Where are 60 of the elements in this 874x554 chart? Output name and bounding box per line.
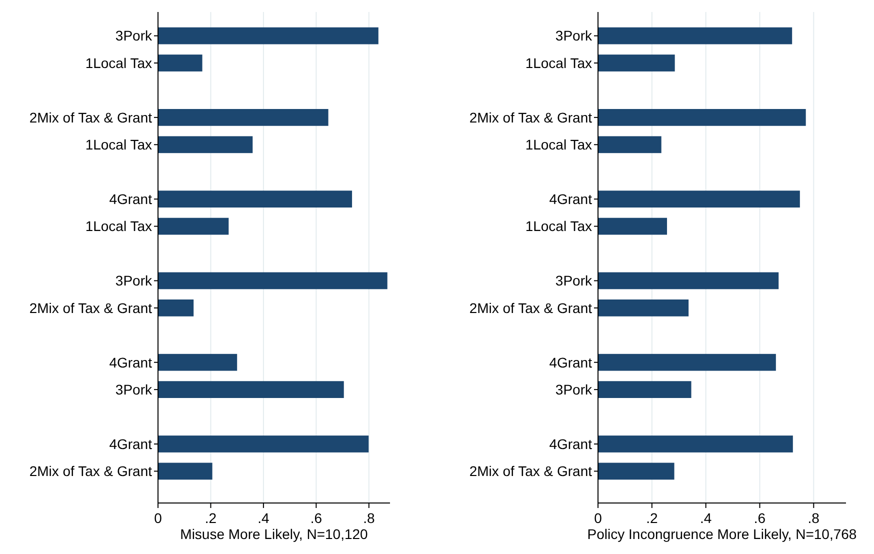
bar [598, 381, 692, 398]
bar [158, 54, 202, 72]
y-tick-label: 4Grant [549, 436, 592, 452]
y-tick-label: 1Local Tax [525, 54, 592, 71]
bar [158, 272, 388, 290]
bar [598, 218, 668, 235]
x-tick-label: .4 [258, 510, 270, 526]
bar [598, 272, 779, 290]
bar [158, 299, 194, 316]
bar [598, 436, 793, 452]
x-tick-label: .4 [700, 510, 712, 526]
y-tick-label: 4Grant [549, 190, 592, 207]
y-tick-label: 3Pork [115, 272, 153, 289]
y-tick-label: 1Local Tax [85, 218, 152, 234]
y-tick-label: 1Local Tax [525, 218, 592, 234]
x-tick-label: .2 [204, 510, 217, 526]
x-tick-label: 0 [154, 510, 162, 526]
x-tick-label: 0 [594, 510, 602, 526]
y-tick-label: 2Mix of Tax & Grant [469, 109, 592, 126]
y-tick-label: 4Grant [109, 436, 152, 452]
bar [158, 136, 253, 154]
y-tick-label: 1Local Tax [525, 136, 592, 153]
x-axis-title: Misuse More Likely, N=10,120 [180, 526, 368, 542]
bar [158, 436, 369, 452]
bar [158, 354, 238, 371]
bar [158, 27, 378, 44]
bar [158, 381, 344, 398]
y-tick-label: 2Mix of Tax & Grant [29, 300, 152, 316]
bar [598, 109, 806, 126]
x-tick-label: .8 [363, 510, 375, 526]
bar [598, 462, 674, 480]
x-axis-title: Policy Incongruence More Likely, N=10,768 [587, 526, 857, 542]
bar [598, 299, 689, 316]
y-tick-label: 4Grant [549, 354, 592, 370]
bar [158, 109, 328, 126]
y-tick-label: 3Pork [115, 28, 153, 44]
x-tick-label: .6 [754, 510, 766, 526]
y-tick-label: 2Mix of Tax & Grant [29, 109, 152, 126]
bar [158, 218, 229, 235]
x-tick-label: .6 [310, 510, 322, 526]
y-tick-label: 2Mix of Tax & Grant [469, 300, 592, 316]
y-tick-label: 4Grant [109, 190, 152, 207]
y-tick-label: 3Pork [555, 381, 593, 398]
bar [598, 27, 792, 44]
bar [158, 190, 352, 208]
bar [598, 354, 776, 371]
y-tick-label: 3Pork [555, 272, 593, 289]
y-tick-label: 2Mix of Tax & Grant [469, 463, 592, 480]
bar [598, 54, 675, 72]
y-tick-label: 1Local Tax [85, 136, 152, 153]
bar [598, 136, 662, 154]
y-tick-label: 4Grant [109, 354, 152, 370]
y-tick-label: 3Pork [555, 28, 593, 44]
y-tick-label: 3Pork [115, 381, 153, 398]
x-tick-label: .2 [646, 510, 658, 526]
y-tick-label: 2Mix of Tax & Grant [29, 463, 152, 480]
bar [158, 462, 212, 480]
bar [598, 190, 800, 208]
y-tick-label: 1Local Tax [85, 54, 152, 71]
x-tick-label: .8 [808, 510, 820, 526]
